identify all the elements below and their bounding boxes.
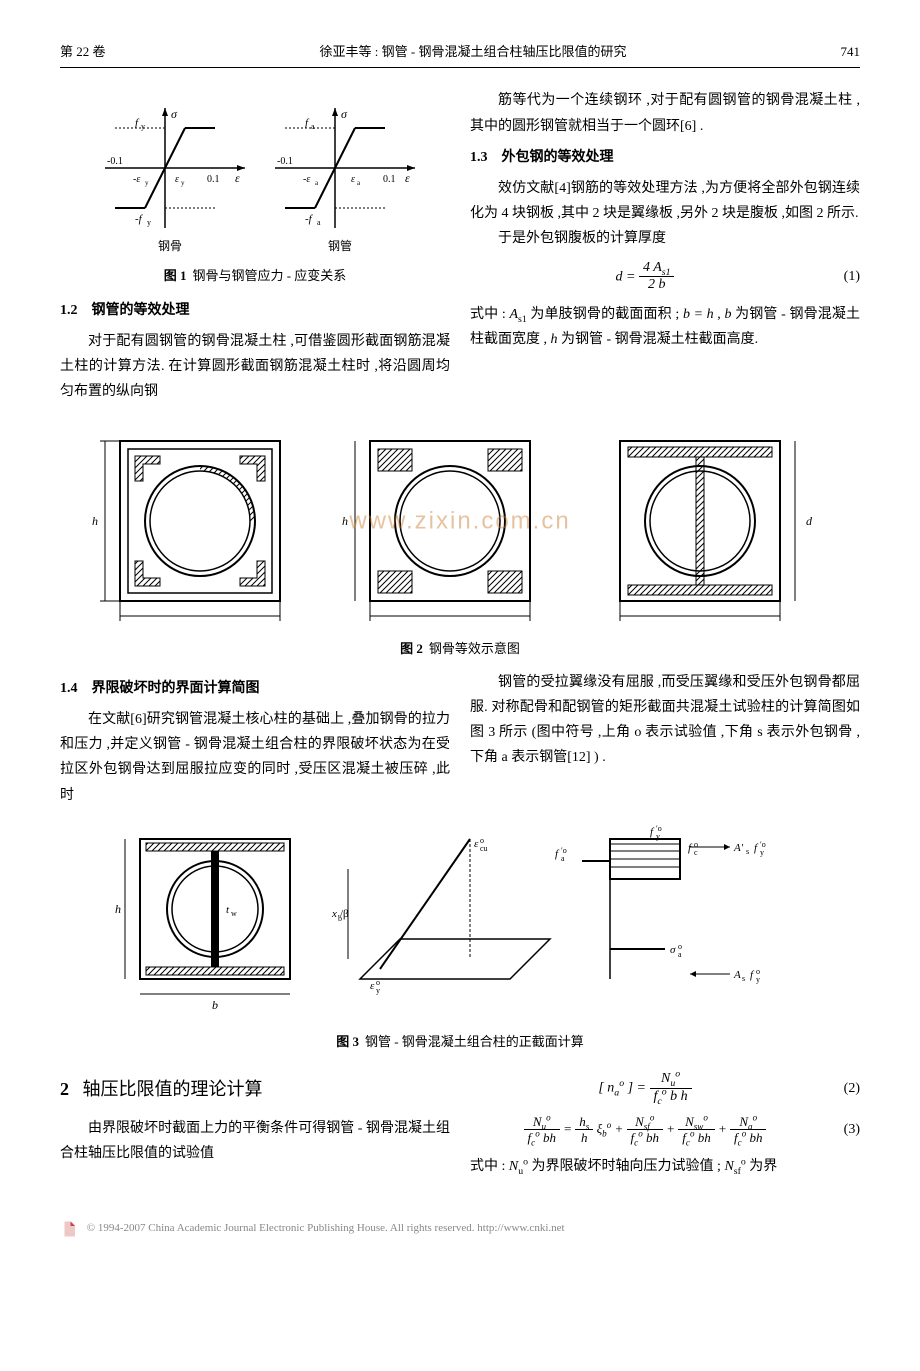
section-1-2-p1: 对于配有圆钢管的钢骨混凝土柱 ,可借鉴圆形截面钢筋混凝土柱的计算方法. 在计算圆…	[60, 329, 450, 405]
section-2-p1: 由界限破坏时截面上力的平衡条件可得钢管 - 钢骨混凝土组合柱轴压比限值的试验值	[60, 1116, 450, 1166]
svg-text:f: f	[650, 826, 655, 838]
svg-text:y: y	[181, 179, 185, 187]
svg-text:f: f	[555, 848, 560, 860]
svg-text:ε: ε	[351, 174, 355, 185]
figure-2-caption: 图 2钢骨等效示意图	[60, 637, 860, 660]
header-center: 徐亚丰等 : 钢管 - 钢骨混凝土组合柱轴压比限值的研究	[320, 40, 627, 63]
eq3-followup: 式中 : Nuo 为界限破坏时轴向压力试验值 ; Nsfo 为界	[470, 1154, 860, 1179]
svg-text:钢管: 钢管	[328, 238, 352, 253]
svg-text:f: f	[750, 969, 755, 981]
svg-text:t: t	[226, 904, 230, 916]
svg-text:a: a	[311, 122, 315, 131]
page-footer: © 1994-2007 China Academic Journal Elect…	[60, 1219, 860, 1239]
svg-text:y: y	[141, 122, 145, 131]
section-1-4-p1: 在文献[6]研究钢管混凝土核心柱的基础上 ,叠加钢骨的拉力和压力 ,并定义钢管 …	[60, 707, 450, 808]
svg-text:y: y	[656, 832, 660, 841]
svg-text:y: y	[756, 975, 760, 984]
svg-text:y: y	[145, 179, 149, 187]
svg-text:a: a	[315, 179, 319, 187]
svg-text:-ε: -ε	[133, 174, 140, 185]
svg-text:0.1: 0.1	[207, 174, 220, 185]
section-1-4-head: 1.4 界限破坏时的界面计算简图	[60, 676, 450, 701]
svg-text:f: f	[688, 842, 693, 854]
svg-text:y: y	[760, 848, 764, 857]
section-1-3-head: 1.3 外包钢的等效处理	[470, 145, 860, 170]
svg-text:w: w	[231, 909, 237, 918]
svg-text:ε: ε	[474, 838, 479, 850]
svg-text:A′: A′	[733, 842, 744, 854]
svg-text:cu: cu	[480, 844, 488, 853]
svg-text:h: h	[342, 514, 348, 528]
page-header: 第 22 卷 徐亚丰等 : 钢管 - 钢骨混凝土组合柱轴压比限值的研究 741	[60, 40, 860, 68]
svg-text:-f: -f	[305, 213, 314, 225]
svg-text:b: b	[212, 998, 218, 1012]
equation-1: d = 4 As1 2 b (1)	[470, 260, 860, 295]
svg-text:A: A	[733, 969, 741, 981]
header-left: 第 22 卷	[60, 40, 106, 63]
svg-text:c: c	[694, 848, 698, 857]
equation-3: Nuo fco bh = hs h ξbo + Nsfo fco bh +	[470, 1114, 860, 1146]
svg-text:x: x	[331, 908, 337, 920]
svg-text:b: b	[197, 620, 203, 621]
figure-1-caption: 图 1钢骨与钢管应力 - 应变关系	[60, 264, 450, 287]
svg-text:ε: ε	[370, 980, 375, 992]
svg-text:ε: ε	[235, 171, 240, 185]
svg-text:钢骨: 钢骨	[158, 239, 182, 253]
figure-2: b h b h	[60, 421, 860, 621]
svg-text:ε: ε	[175, 174, 179, 185]
svg-text:s: s	[742, 974, 745, 983]
svg-text:/β: /β	[340, 908, 349, 920]
svg-text:y: y	[147, 218, 151, 227]
svg-text:0.1: 0.1	[383, 174, 396, 185]
svg-text:f: f	[305, 117, 310, 129]
right-p2: 效仿文献[4]钢筋的等效处理方法 ,为方便将全部外包钢连续化为 4 块钢板 ,其…	[470, 176, 860, 226]
svg-text:σ: σ	[670, 944, 676, 956]
header-right: 741	[841, 40, 861, 63]
right-p3: 于是外包钢腹板的计算厚度	[470, 226, 860, 251]
svg-text:-f: -f	[135, 213, 144, 225]
equation-2: [ nao ] = Nuo fco b h (2)	[470, 1071, 860, 1106]
right2-p1: 钢管的受拉翼缘没有屈服 ,而受压翼缘和受压外包钢骨都屈服. 对称配骨和配钢管的矩…	[470, 670, 860, 771]
svg-text:b: b	[697, 620, 703, 621]
svg-text:h: h	[92, 514, 98, 528]
svg-text:s: s	[746, 847, 749, 856]
svg-text:-0.1: -0.1	[277, 156, 293, 167]
figure-3-caption: 图 3钢管 - 钢骨混凝土组合柱的正截面计算	[60, 1030, 860, 1053]
figure-1: σ ε fy -fy -0.1 0.1 -εy εy	[60, 98, 450, 287]
svg-text:f: f	[135, 117, 140, 129]
svg-text:f: f	[754, 842, 759, 854]
svg-text:σ: σ	[171, 107, 178, 121]
svg-text:-ε: -ε	[303, 174, 310, 185]
svg-text:b: b	[447, 620, 453, 621]
svg-text:a: a	[357, 179, 361, 187]
right-p1: 筋等代为一个连续钢环 ,对于配有圆钢管的钢骨混凝土柱 ,其中的圆形钢管就相当于一…	[470, 88, 860, 138]
svg-text:ε: ε	[405, 171, 410, 185]
svg-text:d: d	[806, 514, 813, 528]
figure-3: tw b h εocu εoy xb/β	[60, 824, 860, 1014]
svg-text:σ: σ	[341, 107, 348, 121]
svg-text:h: h	[115, 902, 121, 916]
svg-text:-0.1: -0.1	[107, 156, 123, 167]
pdf-icon	[60, 1220, 78, 1238]
svg-text:a: a	[317, 218, 321, 227]
svg-text:y: y	[376, 986, 380, 995]
section-2-head: 2 轴压比限值的理论计算	[60, 1073, 450, 1105]
svg-text:a: a	[561, 854, 565, 863]
svg-text:a: a	[678, 950, 682, 959]
right-p4: 式中 : As1 为单肢钢骨的截面面积 ; b = h , b 为钢管 - 钢骨…	[470, 302, 860, 352]
section-1-2-head: 1.2 钢管的等效处理	[60, 298, 450, 323]
